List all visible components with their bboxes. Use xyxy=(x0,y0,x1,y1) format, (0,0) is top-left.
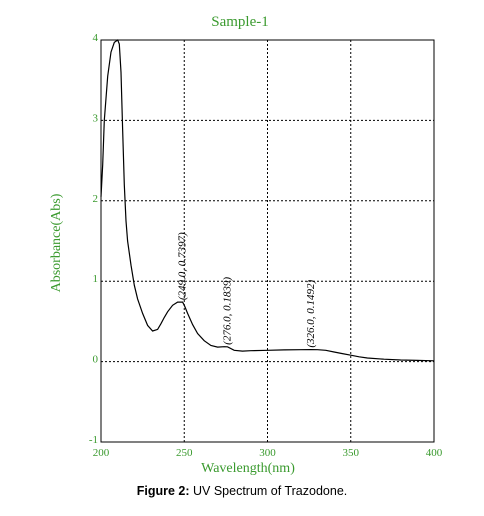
peak-annotations: (249.0, 0.7397) (276.0, 0.1839) (326.0, 0.… xyxy=(177,232,317,348)
y-tick-label: 2 xyxy=(93,193,99,205)
peak-label: (249.0, 0.7397) xyxy=(177,232,189,300)
figure-caption: Figure 2: UV Spectrum of Trazodone. xyxy=(0,484,484,498)
plot-frame xyxy=(100,39,435,443)
y-tick-label: 4 xyxy=(93,32,99,44)
y-tick-label: 3 xyxy=(93,112,99,124)
uv-spectrum-chart: Sample-1 200 250 300 350 400 -1 0 1 2 3 4 (249.0, … xyxy=(49,14,443,476)
chart-title: Sample-1 xyxy=(211,14,269,30)
absorbance-curve xyxy=(100,39,435,362)
tick-labels: 200 250 300 350 400 -1 0 1 2 3 4 xyxy=(89,32,443,459)
x-axis-label: Wavelength(nm) xyxy=(201,461,295,476)
y-tick-label: 0 xyxy=(93,354,99,366)
x-tick-label: 350 xyxy=(343,447,360,459)
caption-label: Figure 2: xyxy=(136,484,190,498)
x-tick-label: 300 xyxy=(259,447,276,459)
peak-label: (276.0, 0.1839) xyxy=(222,277,234,345)
caption-text: UV Spectrum of Trazodone. xyxy=(189,484,348,498)
peak-label: (326.0, 0.1492) xyxy=(305,279,317,347)
y-axis-label: Absorbance(Abs) xyxy=(49,193,64,292)
x-tick-label: 200 xyxy=(93,447,110,459)
y-tick-label: 1 xyxy=(93,273,99,285)
grid-lines xyxy=(101,40,434,442)
x-tick-label: 400 xyxy=(426,447,443,459)
y-tick-label: -1 xyxy=(89,434,98,446)
x-tick-label: 250 xyxy=(176,447,193,459)
